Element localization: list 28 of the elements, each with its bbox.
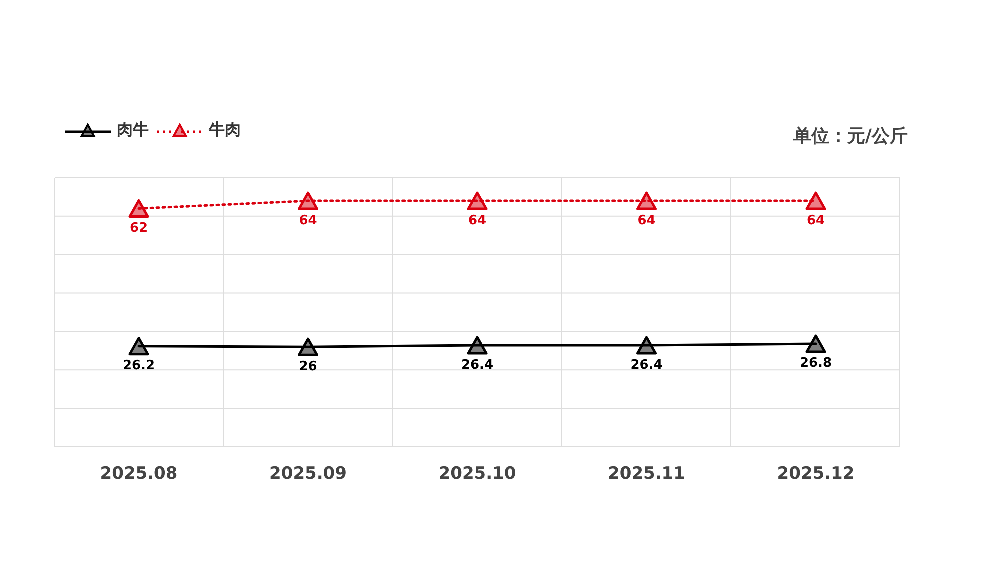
point	[636, 192, 657, 210]
data-label: 26	[299, 359, 318, 374]
data-label: 26.8	[800, 356, 832, 372]
data-label: 64	[638, 213, 656, 228]
data-label: 64	[468, 213, 487, 228]
data-label: 26.4	[461, 358, 494, 373]
legend-label: 肉牛	[117, 120, 149, 141]
data-label: 62	[130, 220, 148, 236]
legend-label: 牛肉	[209, 120, 241, 141]
point	[128, 337, 150, 356]
data-label: 26.4	[630, 358, 663, 373]
point	[128, 199, 150, 218]
x-tick-label: 2025.12	[777, 464, 855, 484]
y-axis-title: 单位：元/公斤	[793, 125, 908, 148]
data-label: 26.2	[122, 358, 156, 374]
x-tick-label: 2025.09	[270, 464, 347, 484]
x-tick-label: 2025.08	[100, 464, 178, 484]
point	[298, 338, 318, 356]
point	[806, 334, 826, 354]
data-label: 64	[299, 213, 318, 228]
data-label: 64	[806, 213, 826, 228]
point	[467, 192, 488, 210]
point	[298, 192, 318, 210]
point	[467, 336, 488, 355]
point	[636, 336, 657, 355]
x-tick-label: 2025.11	[608, 464, 686, 484]
x-tick-label: 2025.10	[438, 464, 516, 484]
point	[806, 192, 826, 210]
